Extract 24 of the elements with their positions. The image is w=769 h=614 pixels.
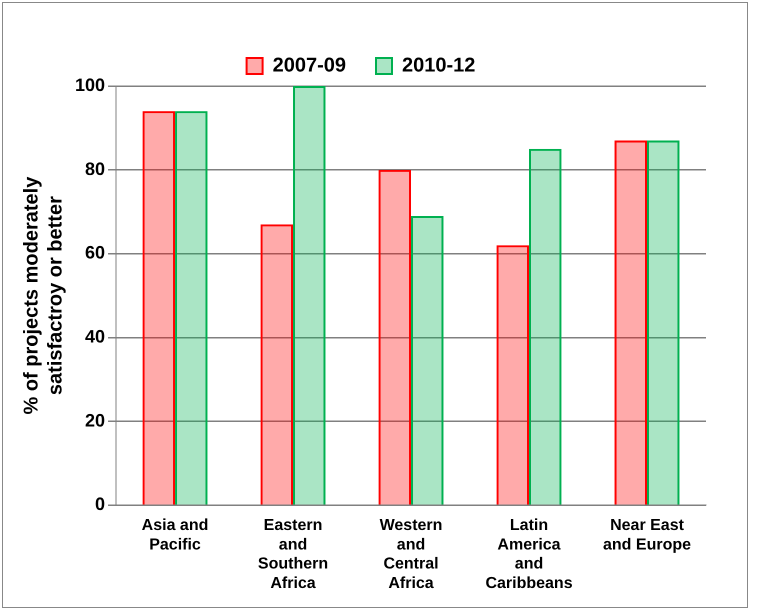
x-tick-label: Eastern and Southern Africa [258,517,328,592]
bar [614,140,648,504]
y-tick-label: 60 [85,242,106,263]
bar [293,86,326,504]
bar [647,140,680,504]
legend-label: 2010-12 [402,54,476,77]
bar [142,111,176,504]
bar [496,245,530,504]
y-tick-label: 40 [85,326,106,346]
x-tick-label: Latin America and Caribbeans [485,517,573,592]
bar [378,170,412,504]
y-axis-title: % of projects moderately satisfactroy or better [20,176,67,415]
y-tick-label: 0 [95,494,106,514]
x-tick-label: Asia and Pacific [142,517,208,554]
bar [529,148,562,504]
legend-label: 2007-09 [272,54,346,77]
x-tick-label: Near East and Europe [602,517,692,554]
bar [260,224,294,504]
bar [175,111,208,504]
x-tick-label: Western and Central Africa [380,517,442,592]
y-tick-label: 80 [85,158,106,179]
y-tick-label: 20 [85,410,106,430]
bar [411,216,444,504]
y-tick-label: 100 [74,74,106,95]
